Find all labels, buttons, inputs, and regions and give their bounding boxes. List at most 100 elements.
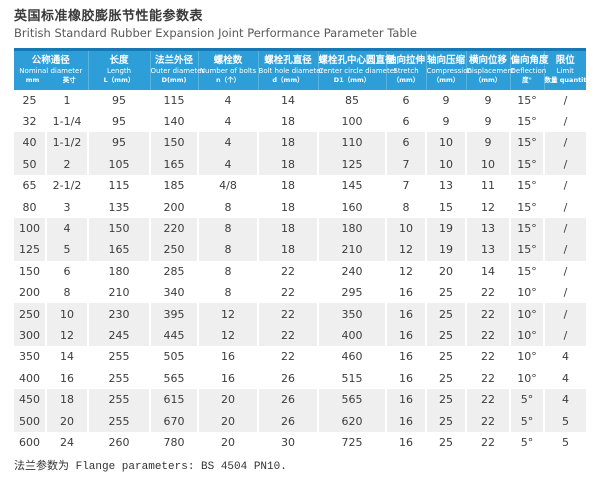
table-cell: / bbox=[543, 282, 587, 304]
parameter-table: 公称通径 Nominal diameter mm 英寸 长度 Length L（… bbox=[14, 48, 591, 454]
header-unit: D1（mm） bbox=[333, 75, 371, 84]
table-cell: 2-1/2 bbox=[44, 175, 89, 197]
table-cell: 10 bbox=[425, 153, 467, 176]
table-cell: 16 bbox=[197, 346, 259, 368]
header-label-zh: 轴向压缩 bbox=[427, 54, 466, 66]
table-cell: 135 bbox=[87, 196, 151, 218]
table-cell: 255 bbox=[87, 367, 151, 389]
table-cell: 19 bbox=[425, 217, 467, 240]
table-cell: 125 bbox=[14, 239, 46, 261]
table-cell: 16 bbox=[385, 346, 427, 368]
table-cell: 10 bbox=[385, 217, 427, 240]
table-row: 250 10 230 395 12 22 350 16 25 22 10° / bbox=[14, 303, 587, 325]
table-cell: 255 bbox=[87, 346, 151, 368]
table-cell: 4/8 bbox=[197, 175, 259, 197]
table-row: 200 8 210 340 8 22 295 16 25 22 10° / bbox=[14, 282, 587, 304]
header-unit: （mm） bbox=[474, 75, 502, 84]
table-cell: 4 bbox=[197, 153, 259, 176]
table-cell: 10 bbox=[425, 132, 467, 154]
table-cell: 6 bbox=[385, 89, 427, 111]
table-cell: 18 bbox=[257, 239, 319, 261]
table-cell: 20 bbox=[197, 431, 259, 454]
table-cell: 230 bbox=[87, 303, 151, 325]
table-cell: 30 bbox=[257, 431, 319, 454]
table-row: 150 6 180 285 8 22 240 12 20 14 15° / bbox=[14, 260, 587, 283]
table-cell: 8 bbox=[197, 239, 259, 261]
table-cell: 32 bbox=[14, 110, 46, 133]
table-cell: 22 bbox=[257, 303, 319, 325]
table-cell: 18 bbox=[44, 388, 89, 411]
table-cell: 15° bbox=[509, 153, 545, 176]
table-cell: 26 bbox=[257, 367, 319, 389]
table-cell: 5° bbox=[509, 410, 545, 432]
table-row: 50 2 105 165 4 18 125 7 10 10 15° / bbox=[14, 153, 587, 176]
header-label-zh: 轴向拉伸 bbox=[387, 54, 426, 66]
table-cell: 22 bbox=[465, 431, 511, 454]
table-cell: 10 bbox=[465, 153, 511, 176]
table-cell: 13 bbox=[465, 217, 511, 240]
table-cell: 25 bbox=[425, 282, 467, 304]
table-cell: 400 bbox=[317, 324, 387, 347]
table-cell: 15° bbox=[509, 239, 545, 261]
table-cell: 14 bbox=[44, 346, 89, 368]
header-unit: （mm） bbox=[432, 75, 460, 84]
header-length: 长度 Length L（mm） bbox=[87, 48, 151, 90]
table-cell: 20 bbox=[425, 260, 467, 283]
table-cell: 25 bbox=[425, 388, 467, 411]
header-center-circle-diameter: 螺栓孔中心圆直径 Center circle diameter D1（mm） bbox=[317, 48, 397, 90]
table-cell: 500 bbox=[14, 410, 46, 432]
table-row: 65 2-1/2 115 185 4/8 18 145 7 13 11 15° / bbox=[14, 175, 587, 197]
table-cell: 260 bbox=[87, 431, 151, 454]
table-cell: 16 bbox=[385, 410, 427, 432]
table-cell: 100 bbox=[14, 217, 46, 240]
header-compression: 轴向压缩 Compression （mm） bbox=[425, 48, 472, 90]
header-sub-unit-inch: 英寸 bbox=[62, 75, 76, 84]
table-cell: 18 bbox=[257, 132, 319, 154]
table-cell: 395 bbox=[149, 303, 199, 325]
table-cell: 15° bbox=[509, 110, 545, 133]
table-cell: 6 bbox=[385, 110, 427, 133]
table-cell: 19 bbox=[425, 239, 467, 261]
table-row: 350 14 255 505 16 22 460 16 25 22 10° 4 bbox=[14, 346, 587, 368]
table-cell: 8 bbox=[385, 196, 427, 218]
table-cell: 4 bbox=[543, 388, 587, 411]
table-cell: 8 bbox=[197, 282, 259, 304]
table-cell: 350 bbox=[317, 303, 387, 325]
table-cell: 22 bbox=[465, 410, 511, 432]
table-cell: 16 bbox=[385, 282, 427, 304]
header-label-zh: 螺栓数 bbox=[213, 54, 243, 66]
table-cell: 600 bbox=[14, 431, 46, 454]
table-cell: 18 bbox=[257, 175, 319, 197]
header-label-zh: 螺栓孔中心圆直径 bbox=[318, 54, 395, 66]
table-cell: 620 bbox=[317, 410, 387, 432]
table-cell: 16 bbox=[385, 367, 427, 389]
table-cell: 18 bbox=[257, 110, 319, 133]
table-cell: 15 bbox=[425, 196, 467, 218]
header-unit: 数量 quantity bbox=[544, 75, 591, 84]
table-cell: 10° bbox=[509, 346, 545, 368]
table-cell: / bbox=[543, 303, 587, 325]
table-cell: 140 bbox=[149, 110, 199, 133]
table-cell: 9 bbox=[465, 89, 511, 111]
table-cell: 200 bbox=[14, 282, 46, 304]
table-cell: 295 bbox=[317, 282, 387, 304]
table-cell: 245 bbox=[87, 324, 151, 347]
table-cell: 16 bbox=[385, 431, 427, 454]
table-cell: 16 bbox=[385, 303, 427, 325]
header-sub-units: mm 英寸 bbox=[14, 76, 88, 85]
header-outer-diameter: 法兰外径 Outer diameter D(mm) bbox=[149, 48, 204, 90]
header-label-en: Length bbox=[106, 66, 132, 75]
table-cell: 40 bbox=[14, 132, 46, 154]
table-cell: 9 bbox=[425, 110, 467, 133]
table-cell: / bbox=[543, 153, 587, 176]
table-cell: 25 bbox=[425, 346, 467, 368]
table-cell: 350 bbox=[14, 346, 46, 368]
table-cell: 250 bbox=[149, 239, 199, 261]
footer-note: 法兰参数为 Flange parameters: BS 4504 PN10. bbox=[14, 461, 287, 474]
table-cell: 6 bbox=[385, 132, 427, 154]
table-cell: 95 bbox=[87, 110, 151, 133]
table-cell: 105 bbox=[87, 153, 151, 176]
table-cell: 24 bbox=[44, 431, 89, 454]
table-cell: 25 bbox=[425, 410, 467, 432]
